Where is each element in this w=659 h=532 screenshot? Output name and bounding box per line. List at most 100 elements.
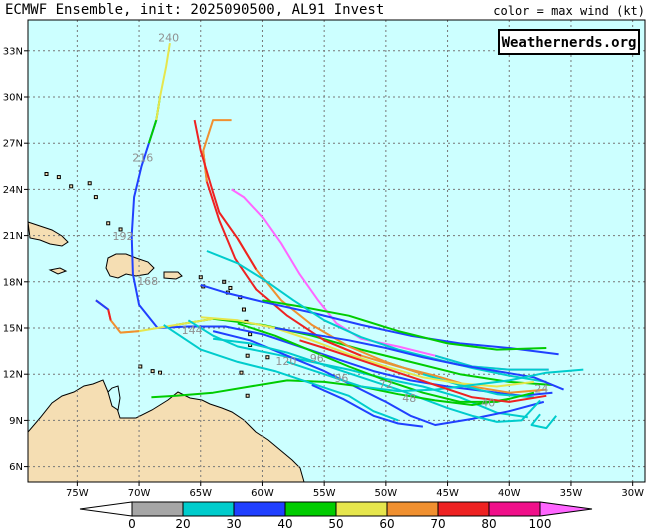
forecast-hour-label: 48 [402,392,416,405]
colorbar-over-arrow [539,501,593,517]
forecast-hour-label: 40 [481,397,495,410]
colorbar-label: 30 [226,517,241,531]
lon-tick-label: 35W [560,488,583,499]
colorbar-under-arrow [79,501,133,517]
island-14 [245,353,250,358]
lat-tick-label: 21N [3,231,23,242]
colorbar-label: 60 [379,517,394,531]
ensemble-track-12-seg-0 [212,337,541,423]
land-lake-maracaibo [107,385,121,411]
island-20 [158,370,163,375]
island-1 [87,181,92,186]
colorbar-label: 100 [529,517,552,531]
ocean-background [28,20,645,482]
lat-tick-label: 15N [3,324,23,335]
forecast-hour-label: 96 [334,372,348,385]
land-puerto-rico [163,271,183,280]
ensemble-track-9-seg-0 [212,330,545,426]
lat-lon-grid [28,20,645,482]
island-16 [265,355,270,360]
colorbar-label: 70 [430,517,445,531]
lon-tick-label: 40W [498,488,521,499]
island-10 [241,307,246,312]
land-cuba [27,221,69,247]
watermark: Weathernerds.org [502,35,637,51]
ensemble-track-19-seg-0 [311,384,424,428]
lon-tick-label: 55W [313,488,336,499]
lon-tick-label: 65W [189,488,212,499]
forecast-hour-label: 72 [379,378,393,391]
ensemble-track-17-seg-0 [299,339,547,403]
lat-tick-label: 24N [3,185,23,196]
land-hispaniola [105,253,155,279]
ensemble-track-0-seg-0 [130,119,553,397]
axis-ticks: 75W 70W 65W 60W 55W 50W 45W 40W 35W 30W 6N 9N 12N 15N… [3,46,644,499]
ensemble-track-15-seg-0 [274,327,564,391]
ensemble-track-1-seg-0 [175,317,553,386]
colorbar-box [233,501,286,517]
colorbar-box [335,501,388,517]
lat-tick-label: 9N [9,416,23,427]
island-0 [93,195,98,200]
ensemble-track-3-seg-1 [236,238,424,376]
lat-tick-label: 6N [9,462,23,473]
lat-tick-label: 27N [3,139,23,150]
lon-tick-label: 75W [66,488,89,499]
ensemble-track-14-seg-0 [163,324,399,422]
ensemble-track-5-seg-0 [200,283,559,356]
ensemble-track-6-seg-0 [262,299,547,351]
island-23 [228,285,233,290]
ensemble-track-18-seg-0 [530,413,557,430]
island-12 [248,332,253,337]
land-jamaica [48,267,68,275]
colorbar-box [386,501,439,517]
island-18 [150,369,155,374]
ensemble-track-4-seg-1 [434,354,549,371]
colorbar-box [437,501,490,517]
forecast-hour-label: 144 [182,324,203,337]
lon-tick-label: 45W [436,488,459,499]
colorbar-label: 50 [328,517,343,531]
forecast-hour-label: 192 [113,230,134,243]
ensemble-track-0-seg-2 [155,42,171,121]
forecast-hour-label: 96 [310,352,324,365]
island-5 [106,221,111,226]
forecast-hour-label: 216 [132,152,153,165]
legend-note: color = max wind (kt) [493,4,645,18]
colorbar-box [488,501,541,517]
land-south-america [27,379,305,483]
lon-tick-label: 50W [375,488,398,499]
ensemble-track-10-seg-0 [237,322,535,403]
lon-tick-label: 70W [128,488,151,499]
colorbar-box [284,501,337,517]
ensemble-track-3-seg-2 [193,119,258,271]
land-masses [27,172,305,483]
forecast-hour-label: 168 [137,275,158,288]
ensemble-track-16-seg-0 [286,360,584,393]
colorbar-box [131,501,184,517]
ensemble-track-7-seg-0 [206,250,547,383]
island-17 [245,393,250,398]
map-frame [27,19,646,483]
colorbar-label: 0 [128,517,136,531]
forecast-hour-label: 120 [275,355,296,368]
lat-tick-label: 18N [3,277,23,288]
forecast-hour-label: 24 [534,383,548,396]
lat-tick-label: 33N [3,46,23,57]
ensemble-tracks [95,42,584,430]
watermark-box: Weathernerds.org [498,29,640,55]
colorbar-box [182,501,235,517]
colorbar: 0 20 30 40 50 60 70 80 100 [79,501,593,531]
lon-tick-label: 30W [621,488,644,499]
lat-tick-label: 30N [3,93,23,104]
lat-tick-label: 12N [3,370,23,381]
colorbar-label: 20 [175,517,190,531]
island-6 [118,227,123,232]
island-2 [69,184,74,189]
ensemble-track-13-seg-0 [151,379,510,406]
island-15 [239,370,244,375]
lon-tick-label: 60W [251,488,274,499]
colorbar-label: 40 [277,517,292,531]
